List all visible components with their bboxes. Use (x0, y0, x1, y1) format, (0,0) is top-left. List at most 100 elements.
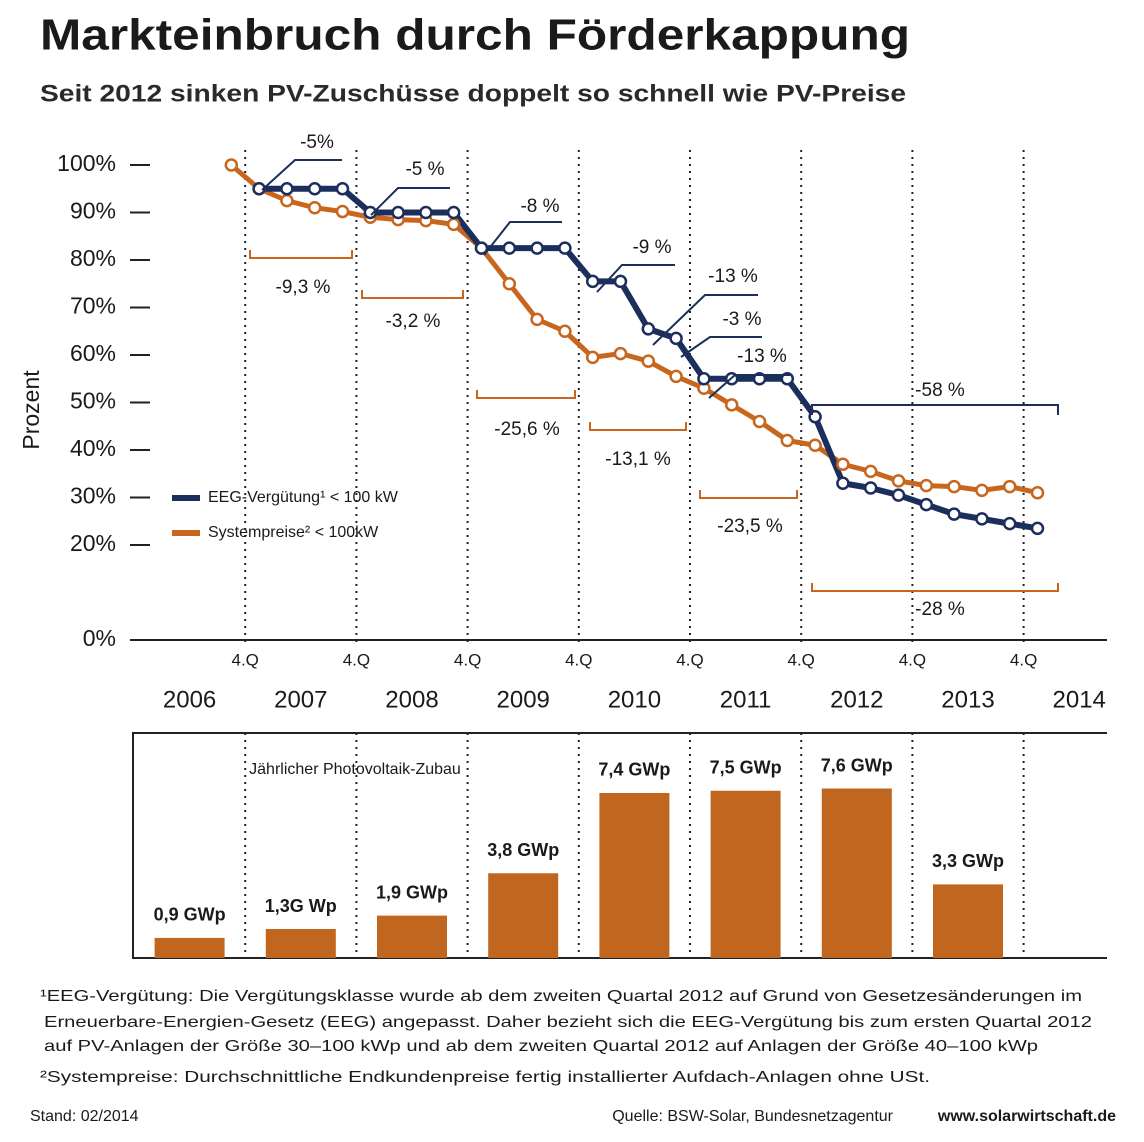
bar (488, 873, 559, 958)
point (1002, 479, 1017, 494)
point (446, 205, 461, 220)
point (752, 414, 767, 429)
point (947, 507, 961, 521)
annotation-line (476, 390, 576, 399)
quarter-label: 4.Q (676, 650, 703, 669)
point (530, 312, 544, 327)
x-tick-label: 2013 (941, 686, 994, 713)
y-tick-label: 60% (70, 340, 116, 366)
point (363, 205, 378, 220)
point (780, 433, 795, 448)
bar (154, 937, 225, 958)
annotation-line (680, 336, 762, 358)
bar-label: 1,9 GWp (376, 882, 448, 902)
x-tick-label: 2012 (830, 686, 883, 713)
annotation: -13 % (708, 266, 758, 287)
point (613, 274, 628, 289)
quarter-label: 4.Q (899, 650, 926, 669)
y-tick-label: 20% (70, 530, 116, 556)
point (502, 277, 517, 291)
legend-label: Systempreise² < 100kW (208, 524, 379, 541)
annotation: -23,5 % (717, 516, 783, 537)
x-tick-label: 2006 (163, 686, 216, 713)
y-tick-label: 30% (70, 483, 116, 509)
point (641, 354, 656, 368)
quarter-label: 4.Q (454, 650, 481, 669)
footnote: auf PV-Anlagen der Größe 30–100 kWp und … (44, 1038, 1038, 1055)
x-tick-label: 2007 (274, 686, 327, 713)
point (530, 241, 544, 255)
annotation-line (652, 294, 758, 346)
point (224, 158, 239, 172)
y-tick-label: 100% (57, 150, 116, 176)
stand: Stand: 02/2014 (30, 1108, 139, 1125)
point (891, 488, 906, 502)
bar-label: 3,3 GWp (932, 851, 1004, 871)
annotation: -3 % (722, 309, 761, 330)
point (836, 476, 850, 490)
point (419, 205, 433, 220)
point (307, 182, 322, 196)
title: Markteinbruch durch Förderkappung (40, 11, 910, 60)
annotation: -28 % (915, 599, 965, 620)
point (669, 369, 683, 384)
point (863, 481, 878, 495)
annotation-line (261, 159, 342, 191)
point (919, 497, 934, 512)
footnote: ¹EEG-Vergütung: Die Vergütungsklasse wur… (40, 988, 1082, 1005)
y-tick-label: 0% (83, 625, 116, 651)
point (280, 193, 294, 208)
point (669, 331, 683, 346)
bar-label: 1,3G Wp (265, 896, 337, 916)
x-tick-label: 2011 (720, 686, 772, 713)
annotation: -9,3 % (276, 277, 331, 298)
bar (265, 929, 336, 958)
annotation-line (483, 221, 562, 256)
annotation: -13 % (737, 346, 787, 367)
y-tick-label: 70% (70, 293, 116, 319)
annotation-line (811, 583, 1059, 592)
x-tick-label: 2010 (608, 686, 661, 713)
annotation: -58 % (915, 380, 965, 401)
y-tick-label: 50% (70, 388, 116, 414)
point (975, 512, 989, 526)
point (335, 204, 350, 219)
point (808, 438, 822, 452)
point (391, 205, 405, 220)
point (724, 398, 739, 412)
y-tick-label: 90% (70, 198, 116, 224)
annotation: -25,6 % (494, 419, 560, 440)
bar (377, 915, 447, 958)
source: Quelle: BSW-Solar, Bundesnetzagentur (612, 1108, 893, 1125)
point (919, 478, 934, 493)
bar-label: 7,4 GWp (598, 760, 670, 780)
point (1030, 521, 1045, 536)
point (335, 182, 350, 196)
point (697, 372, 711, 386)
annotation-line (708, 374, 790, 399)
point (947, 479, 961, 494)
quarter-label: 4.Q (1010, 650, 1037, 669)
point (558, 241, 572, 255)
point (975, 483, 989, 498)
annotation: -5 % (405, 159, 444, 180)
footnote: Erneuerbare-Energien-Gesetz (EEG) angepa… (44, 1014, 1092, 1031)
point (585, 274, 600, 289)
y-tick-label: 40% (70, 435, 116, 461)
point (558, 324, 572, 338)
bar (933, 884, 1003, 958)
annotation-line (361, 290, 464, 299)
bar-label: 7,5 GWp (710, 758, 782, 778)
annotation-line (596, 264, 675, 293)
annotation-line (811, 404, 1059, 415)
point (446, 217, 461, 232)
bar (599, 792, 670, 958)
series-line (229, 163, 1039, 496)
annotation-line (370, 187, 450, 216)
x-tick-label: 2014 (1053, 686, 1106, 713)
point (585, 350, 600, 365)
point (1030, 486, 1045, 500)
legend-label: EEG-Vergütung¹ < 100 kW (208, 489, 399, 506)
footnote: ²Systempreise: Durchschnittliche Endkund… (40, 1069, 930, 1086)
